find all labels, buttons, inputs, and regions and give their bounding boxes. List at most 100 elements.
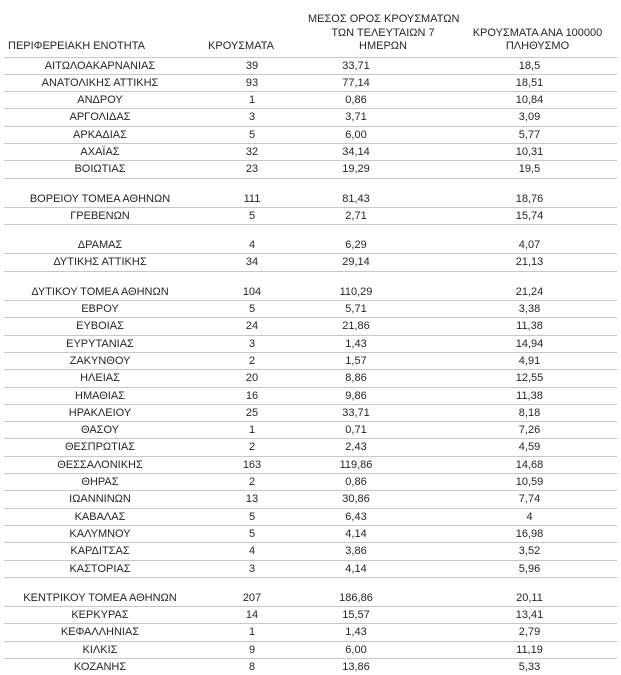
avg7-cell: 0,71 xyxy=(308,421,458,440)
table-row: ΕΥΒΟΙΑΣ 24 21,86 11,38 xyxy=(4,317,617,336)
region-cell: ΖΑΚΥΝΘΟΥ xyxy=(4,352,196,371)
region-cell: ΚΕΝΤΡΙΚΟΥ ΤΟΜΕΑ ΑΘΗΝΩΝ xyxy=(4,589,196,608)
per100k-cell: 10,59 xyxy=(458,473,617,492)
region-cell: ΑΡΚΑΔΙΑΣ xyxy=(4,126,196,144)
cases-cell: 16 xyxy=(196,387,308,405)
cases-cell: 14 xyxy=(196,606,308,625)
avg7-cell: 3,86 xyxy=(308,542,458,561)
region-cell: ΗΡΑΚΛΕΙΟΥ xyxy=(4,404,196,423)
per100k-cell: 20,11 xyxy=(458,589,617,608)
cases-cell: 1 xyxy=(196,91,308,110)
cases-cell: 4 xyxy=(196,237,308,255)
table-row: ΗΛΕΙΑΣ 20 8,86 12,55 xyxy=(4,369,617,388)
cases-cell: 3 xyxy=(196,335,308,353)
avg7-cell: 4,14 xyxy=(308,560,458,578)
per100k-cell: 13,41 xyxy=(458,606,617,625)
header-cases: ΚΡΟΥΣΜΑΤΑ xyxy=(196,4,308,58)
table-row: ΚΑΣΤΟΡΙΑΣ 3 4,14 5,96 xyxy=(4,560,617,578)
cases-cell: 5 xyxy=(196,126,308,144)
document-page: ΠΕΡΙΦΕΡΕΙΑΚΗ ΕΝΟΤΗΤΑ ΚΡΟΥΣΜΑΤΑ ΜΕΣΟΣ ΟΡΟ… xyxy=(0,4,621,675)
table-row: ΘΕΣΣΑΛΟΝΙΚΗΣ 163 119,86 14,68 xyxy=(4,456,617,475)
per100k-cell: 3,52 xyxy=(458,542,617,561)
per100k-cell: 21,24 xyxy=(458,283,617,302)
per100k-cell: 3,09 xyxy=(458,108,617,127)
avg7-cell: 1,43 xyxy=(308,623,458,642)
avg7-cell: 30,86 xyxy=(308,490,458,509)
per100k-cell: 7,26 xyxy=(458,421,617,440)
region-cell: ΒΟΡΕΙΟΥ ΤΟΜΕΑ ΑΘΗΝΩΝ xyxy=(4,190,196,208)
table-row: ΚΕΡΚΥΡΑΣ 14 15,57 13,41 xyxy=(4,606,617,625)
per100k-cell: 18,76 xyxy=(458,190,617,208)
header-row: ΠΕΡΙΦΕΡΕΙΑΚΗ ΕΝΟΤΗΤΑ ΚΡΟΥΣΜΑΤΑ ΜΕΣΟΣ ΟΡΟ… xyxy=(4,4,617,58)
per100k-cell: 10,31 xyxy=(458,143,617,162)
table-row: ΔΡΑΜΑΣ 4 6,29 4,07 xyxy=(4,237,617,255)
region-cell: ΗΜΑΘΙΑΣ xyxy=(4,387,196,405)
region-cell: ΑΝΔΡΟΥ xyxy=(4,91,196,110)
avg7-cell: 81,43 xyxy=(308,190,458,208)
region-cell: ΔΥΤΙΚΟΥ ΤΟΜΕΑ ΑΘΗΝΩΝ xyxy=(4,283,196,302)
per100k-cell: 4,59 xyxy=(458,438,617,457)
table-row: ΑΙΤΩΛΟΑΚΑΡΝΑΝΙΑΣ 39 33,71 18,5 xyxy=(4,57,617,75)
spacer-row xyxy=(4,271,617,284)
cases-cell: 104 xyxy=(196,283,308,302)
cases-cell: 13 xyxy=(196,490,308,509)
table-row: ΗΡΑΚΛΕΙΟΥ 25 33,71 8,18 xyxy=(4,404,617,423)
region-cell: ΚΑΣΤΟΡΙΑΣ xyxy=(4,560,196,578)
avg7-cell: 15,57 xyxy=(308,606,458,625)
per100k-cell: 5,96 xyxy=(458,560,617,578)
avg7-cell: 21,86 xyxy=(308,317,458,336)
spacer-row xyxy=(4,178,617,191)
table-row: ΔΥΤΙΚΟΥ ΤΟΜΕΑ ΑΘΗΝΩΝ 104 110,29 21,24 xyxy=(4,283,617,302)
per100k-cell: 5,33 xyxy=(458,658,617,675)
region-cell: ΚΟΖΑΝΗΣ xyxy=(4,658,196,675)
header-per100k: ΚΡΟΥΣΜΑΤΑ ΑΝΑ 100000 ΠΛΗΘΥΣΜΟ xyxy=(458,4,617,58)
per100k-cell: 19,5 xyxy=(458,160,617,179)
region-cell: ΒΟΙΩΤΙΑΣ xyxy=(4,160,196,179)
table-row: ΑΡΓΟΛΙΔΑΣ 3 3,71 3,09 xyxy=(4,108,617,127)
header-region: ΠΕΡΙΦΕΡΕΙΑΚΗ ΕΝΟΤΗΤΑ xyxy=(4,4,196,58)
per100k-cell: 18,5 xyxy=(458,57,617,75)
cases-cell: 3 xyxy=(196,108,308,127)
cases-cell: 5 xyxy=(196,508,308,526)
table-row: ΖΑΚΥΝΘΟΥ 2 1,57 4,91 xyxy=(4,352,617,371)
region-cell: ΗΛΕΙΑΣ xyxy=(4,369,196,388)
region-cell: ΑΧΑΪΑΣ xyxy=(4,143,196,162)
cases-cell: 3 xyxy=(196,560,308,578)
spacer-row xyxy=(4,225,617,238)
avg7-cell: 8,86 xyxy=(308,369,458,388)
avg7-cell: 186,86 xyxy=(308,589,458,608)
table-row: ΓΡΕΒΕΝΩΝ 5 2,71 15,74 xyxy=(4,207,617,226)
cases-table-body: ΑΙΤΩΛΟΑΚΑΡΝΑΝΙΑΣ 39 33,71 18,5 ΑΝΑΤΟΛΙΚΗΣ ΑΤ… xyxy=(4,57,617,675)
cases-cell: 34 xyxy=(196,253,308,272)
avg7-cell: 33,71 xyxy=(308,404,458,423)
region-cell: ΔΥΤΙΚΗΣ ΑΤΤΙΚΗΣ xyxy=(4,253,196,272)
table-row: ΚΑΒΑΛΑΣ 5 6,43 4 xyxy=(4,508,617,526)
avg7-cell: 6,29 xyxy=(308,237,458,255)
per100k-cell: 10,84 xyxy=(458,91,617,110)
avg7-cell: 29,14 xyxy=(308,253,458,272)
cases-cell: 5 xyxy=(196,525,308,544)
table-row: ΕΥΡΥΤΑΝΙΑΣ 3 1,43 14,94 xyxy=(4,335,617,353)
per100k-cell: 16,98 xyxy=(458,525,617,544)
avg7-cell: 0,86 xyxy=(308,473,458,492)
table-row: ΗΜΑΘΙΑΣ 16 9,86 11,38 xyxy=(4,387,617,405)
table-row: ΕΒΡΟΥ 5 5,71 3,38 xyxy=(4,300,617,319)
cases-cell: 5 xyxy=(196,207,308,226)
avg7-cell: 1,43 xyxy=(308,335,458,353)
region-cell: ΕΥΡΥΤΑΝΙΑΣ xyxy=(4,335,196,353)
table-row: ΑΝΔΡΟΥ 1 0,86 10,84 xyxy=(4,91,617,110)
avg7-cell: 119,86 xyxy=(308,456,458,475)
per100k-cell: 11,38 xyxy=(458,317,617,336)
cases-cell: 207 xyxy=(196,589,308,608)
cases-cell: 1 xyxy=(196,623,308,642)
per100k-cell: 4 xyxy=(458,508,617,526)
cases-cell: 111 xyxy=(196,190,308,208)
region-cell: ΘΗΡΑΣ xyxy=(4,473,196,492)
region-cell: ΙΩΑΝΝΙΝΩΝ xyxy=(4,490,196,509)
cases-cell: 4 xyxy=(196,542,308,561)
cases-cell: 5 xyxy=(196,300,308,319)
spacer-cell xyxy=(4,225,617,238)
avg7-cell: 110,29 xyxy=(308,283,458,302)
region-cell: ΘΕΣΣΑΛΟΝΙΚΗΣ xyxy=(4,456,196,475)
cases-cell: 20 xyxy=(196,369,308,388)
